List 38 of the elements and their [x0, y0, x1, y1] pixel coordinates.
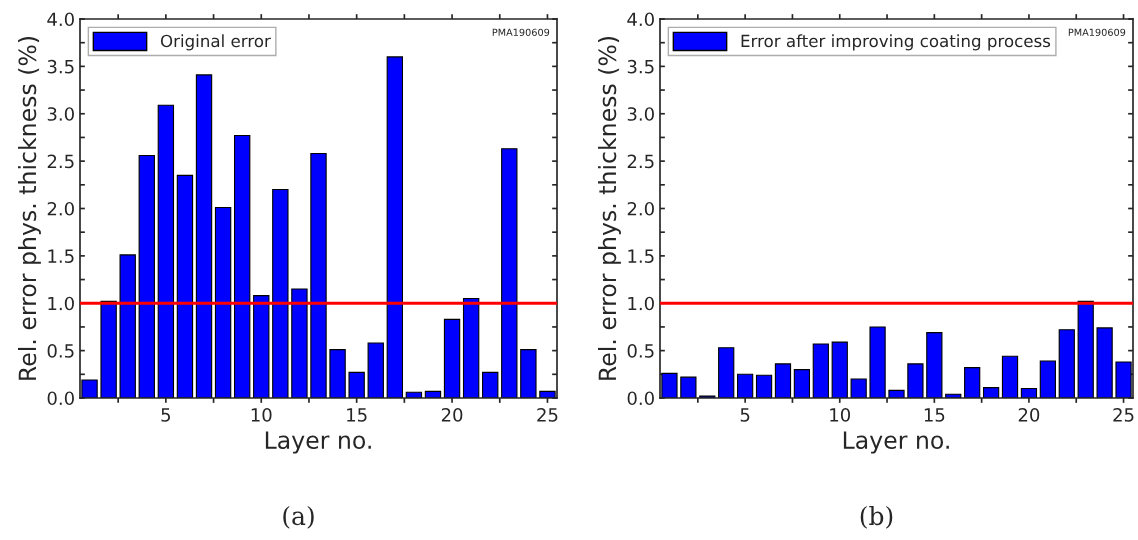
legend-label: Original error [160, 34, 271, 51]
x-axis-title: Layer no. [843, 431, 949, 454]
text: (b) [860, 505, 893, 529]
x-tick-label: 20 [441, 408, 463, 422]
x-tick-label: 25 [1113, 408, 1134, 422]
y-tick-label: 3.0 [47, 107, 74, 121]
annotation: PMA190609 [1068, 28, 1126, 36]
y-tick-label: 1.5 [48, 249, 74, 263]
x-tick-label: 15 [924, 408, 945, 422]
annotation: PMA190609 [492, 28, 550, 36]
y-axis-title: Rel. error phys. thickness (%) [18, 36, 41, 380]
y-tick-label: 0.5 [627, 344, 654, 358]
legend-label: Error after improving coating process [741, 34, 1051, 51]
y-tick-label: 0.0 [627, 391, 654, 406]
y-tick-label: 1.0 [48, 296, 74, 311]
y-tick-label: 1.5 [628, 249, 654, 263]
x-tick-label: 25 [537, 408, 558, 422]
y-tick-label: 3.5 [627, 59, 654, 74]
x-tick-label: 10 [830, 408, 851, 422]
x-axis-title: Layer no. [265, 431, 371, 454]
x-tick-label: 15 [347, 408, 367, 422]
y-tick-label: 2.5 [47, 154, 74, 169]
y-tick-label: 3.0 [627, 107, 654, 121]
text: (a) [283, 505, 314, 529]
x-tick-label: 10 [251, 408, 272, 422]
y-tick-label: 4.0 [627, 12, 654, 27]
x-tick-label: 5 [740, 408, 750, 422]
y-tick-label: 2.0 [627, 201, 654, 216]
y-tick-label: 2.0 [47, 201, 74, 216]
x-tick-label: 5 [161, 408, 171, 422]
y-axis-title: Rel. error phys. thickness (%) [598, 36, 621, 380]
y-tick-label: 0.5 [47, 344, 74, 358]
y-tick-label: 0.0 [47, 391, 74, 406]
y-tick-label: 3.5 [47, 59, 74, 74]
y-tick-label: 1.0 [628, 296, 654, 311]
y-tick-label: 2.5 [627, 154, 654, 169]
x-tick-label: 20 [1018, 408, 1040, 422]
y-tick-label: 4.0 [47, 12, 74, 27]
